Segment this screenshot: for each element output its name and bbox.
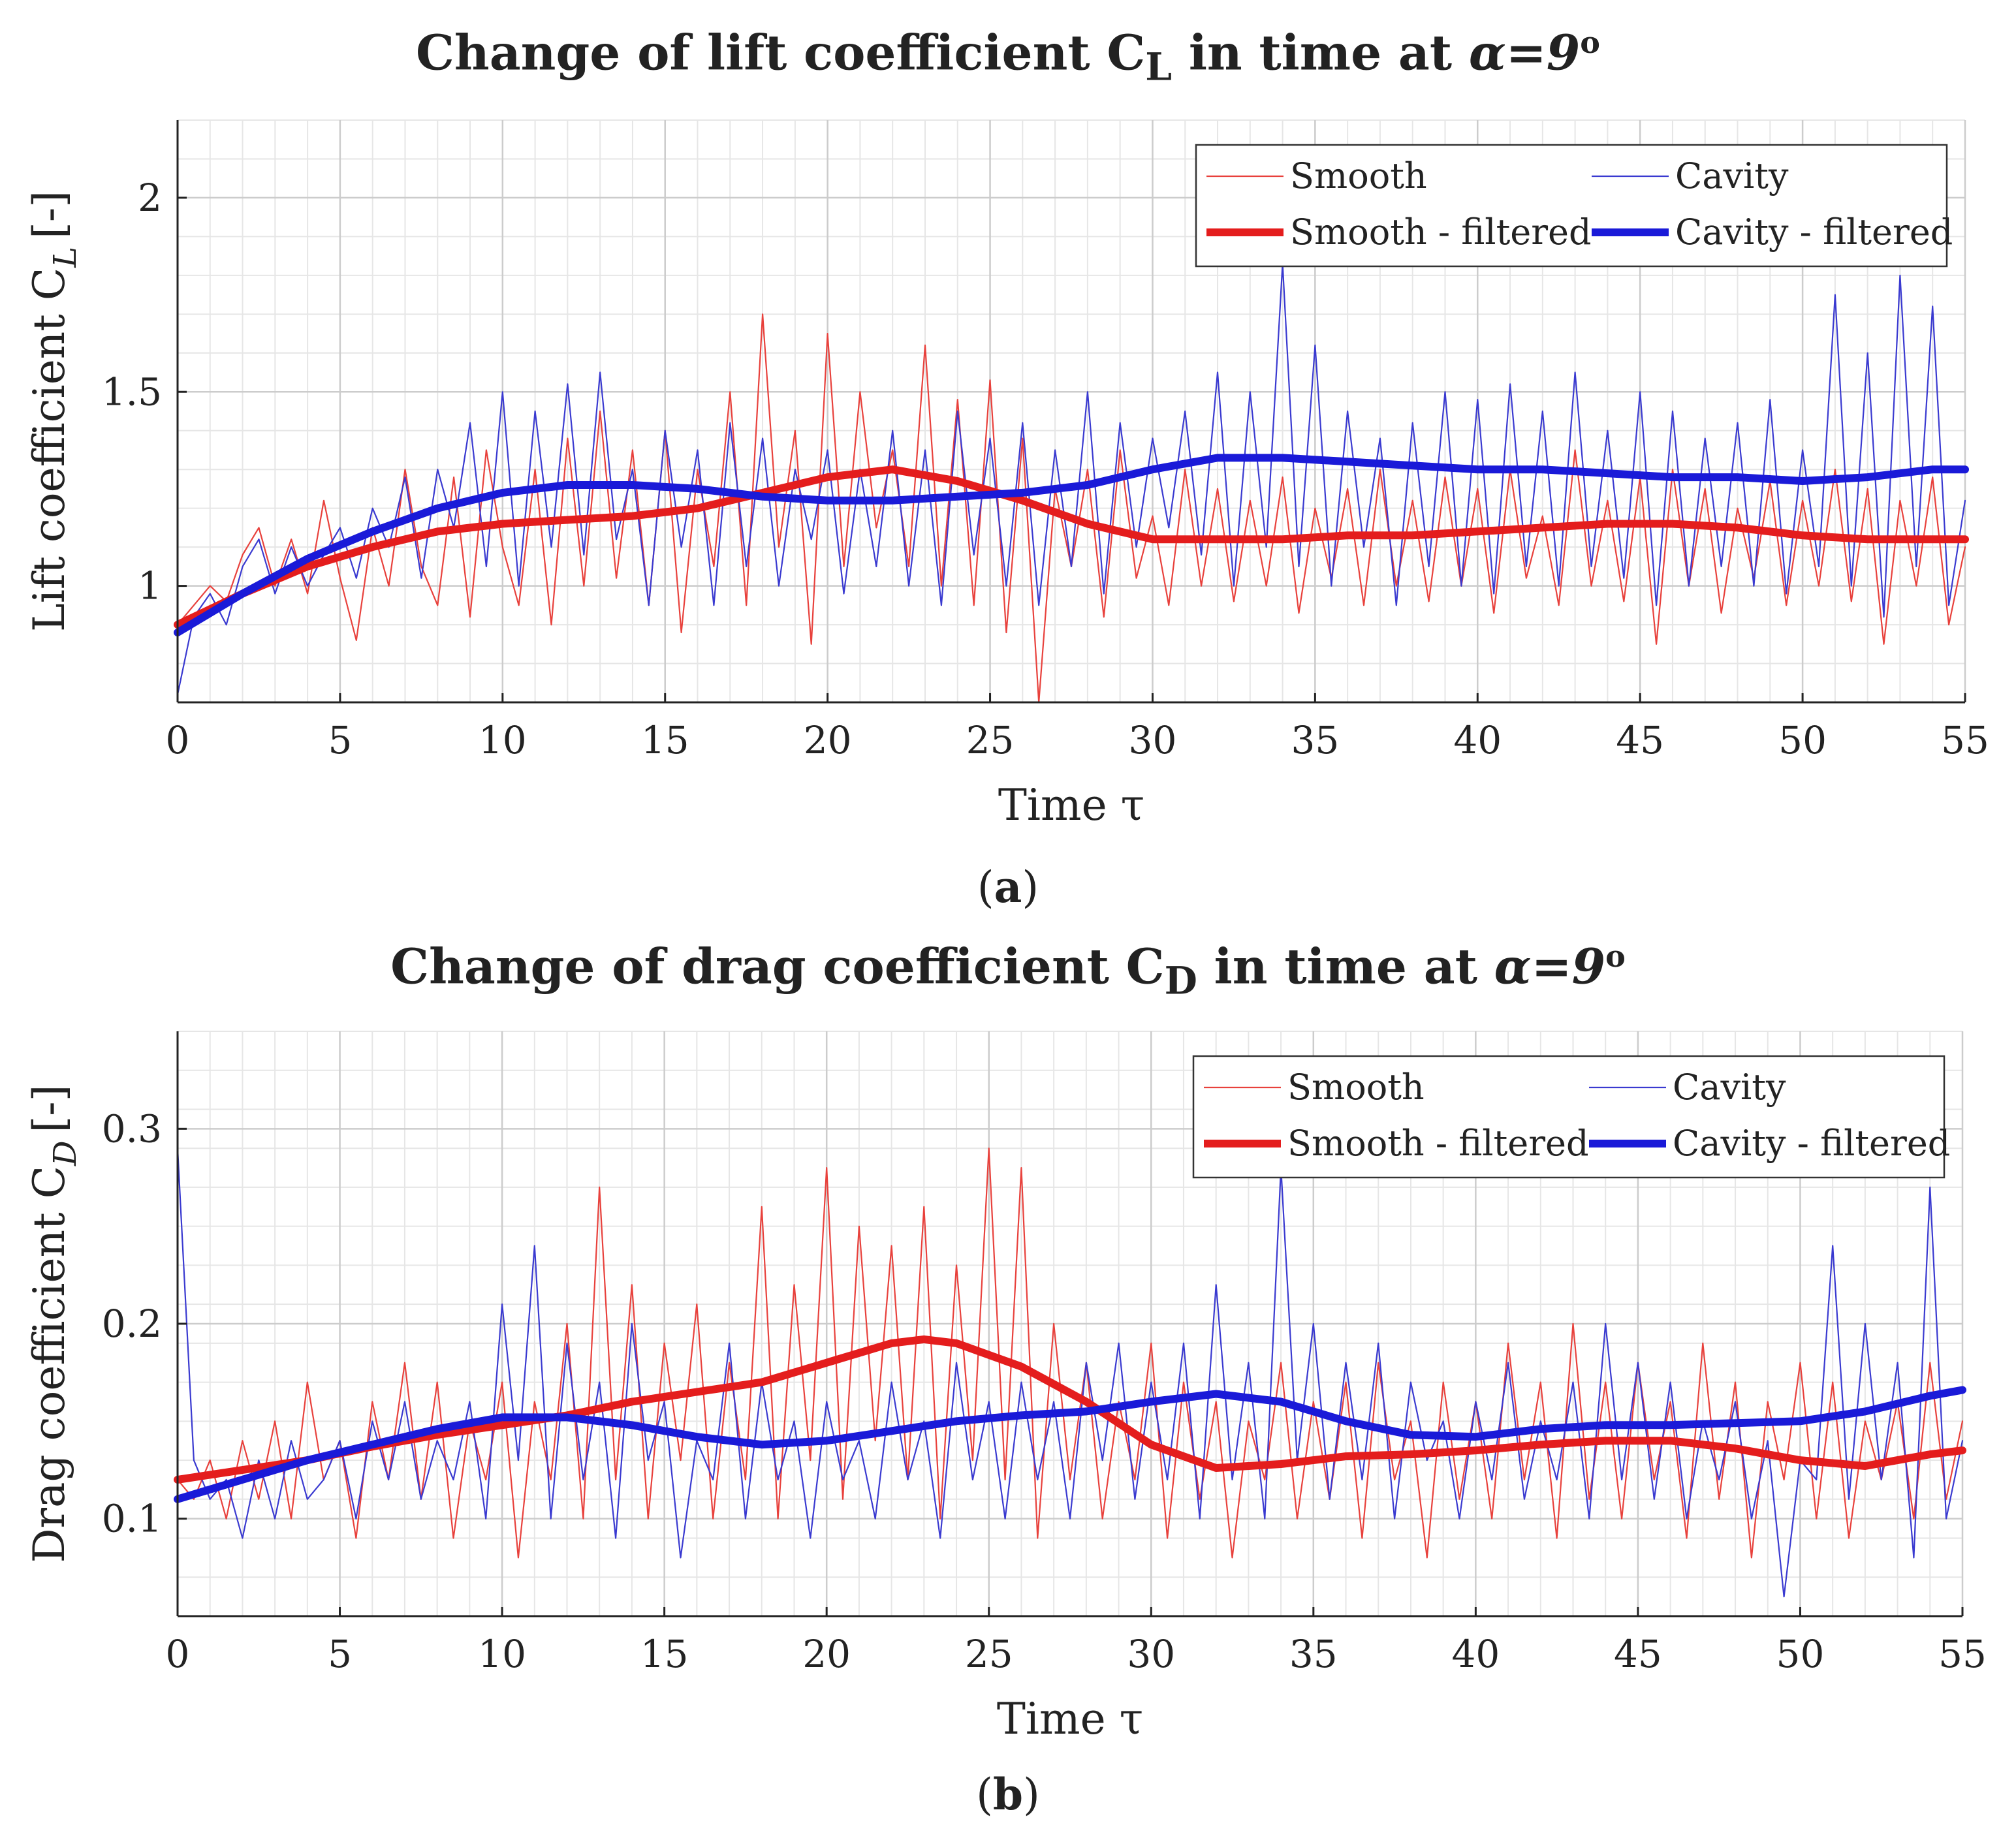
y-tick-label: 1.5 bbox=[102, 369, 162, 414]
x-tick-label: 20 bbox=[802, 1632, 851, 1676]
x-tick-label: 40 bbox=[1453, 718, 1502, 762]
y-axis-label: Drag coefficient CD[-] bbox=[24, 1085, 84, 1563]
series-line-smooth-filtered bbox=[174, 1335, 1966, 1484]
y-tick-label: 0.1 bbox=[102, 1497, 162, 1541]
x-tick-label: 25 bbox=[965, 1632, 1013, 1676]
x-tick-label: 55 bbox=[1941, 718, 1989, 762]
y-tick-label: 1 bbox=[138, 564, 162, 608]
legend-entry-label: Cavity bbox=[1675, 155, 1789, 196]
panel-label: (a) bbox=[977, 862, 1039, 913]
legend-box bbox=[1195, 144, 1948, 268]
legend-entry-label: Cavity bbox=[1673, 1067, 1786, 1108]
x-tick-label: 5 bbox=[328, 1632, 352, 1676]
legend-box bbox=[1192, 1055, 1945, 1179]
x-tick-label: 35 bbox=[1291, 718, 1339, 762]
chart-title: Change of lift coefficient CL in time at… bbox=[416, 25, 1600, 89]
x-tick-label: 15 bbox=[641, 718, 689, 762]
x-tick-label: 10 bbox=[478, 1632, 526, 1676]
series-line-cavity-filtered bbox=[174, 454, 1969, 636]
x-tick-label: 50 bbox=[1776, 1632, 1825, 1676]
series-group bbox=[174, 262, 1969, 704]
legend-entry-label: Smooth - filtered bbox=[1287, 1123, 1589, 1164]
x-tick-label: 40 bbox=[1451, 1632, 1500, 1676]
legend-entry-label: Cavity - filtered bbox=[1673, 1123, 1950, 1164]
x-tick-label: 45 bbox=[1614, 1632, 1662, 1676]
x-axis-label: Time τ bbox=[997, 1694, 1143, 1744]
legend-entry-label: Smooth bbox=[1290, 155, 1427, 196]
series-group bbox=[174, 1147, 1966, 1598]
x-tick-label: 0 bbox=[166, 718, 190, 762]
legend: Smooth Cavity Smooth - filtered Cavity - fi… bbox=[1192, 1055, 1950, 1179]
series-line-cavity-filtered bbox=[174, 1386, 1966, 1503]
y-tick-label: 2 bbox=[138, 176, 162, 220]
y-axis-label: Lift coefficient CL[-] bbox=[24, 191, 84, 632]
panel-label: (b) bbox=[976, 1769, 1040, 1820]
y-tick-label: 0.3 bbox=[102, 1106, 162, 1151]
x-tick-label: 5 bbox=[328, 718, 352, 762]
x-tick-label: 10 bbox=[479, 718, 527, 762]
chart-title: Change of drag coefficient CD in time at… bbox=[390, 939, 1626, 1003]
x-tick-label: 35 bbox=[1289, 1632, 1338, 1676]
x-tick-label: 25 bbox=[966, 718, 1015, 762]
drag-plot: 0 5 10 15 20 25 30 35 40 45 50 55 0.1 0.2 0.3 Time τ Dra… bbox=[24, 1031, 1987, 1744]
x-tick-label: 15 bbox=[640, 1632, 689, 1676]
series-line-smooth-filtered bbox=[174, 465, 1969, 629]
legend-entry-label: Smooth bbox=[1287, 1067, 1425, 1108]
y-tick-label: 0.2 bbox=[102, 1302, 162, 1346]
lift-plot: 0 5 10 15 20 25 30 35 40 45 50 55 1 1.5 2 Time τ Lift co… bbox=[24, 119, 1989, 830]
chart-panel-drag: Change of drag coefficient CD in time at… bbox=[0, 914, 2016, 1820]
x-tick-label: 0 bbox=[166, 1632, 190, 1676]
x-tick-label: 30 bbox=[1127, 1632, 1175, 1676]
x-axis-label: Time τ bbox=[998, 780, 1144, 830]
legend-entry-label: Cavity - filtered bbox=[1675, 211, 1953, 253]
x-tick-label: 45 bbox=[1616, 718, 1664, 762]
x-tick-label: 30 bbox=[1129, 718, 1177, 762]
x-tick-label: 55 bbox=[1938, 1632, 1987, 1676]
x-tick-label: 50 bbox=[1778, 718, 1827, 762]
chart-panel-lift: Change of lift coefficient CL in time at… bbox=[0, 0, 2016, 913]
legend-entry-label: Smooth - filtered bbox=[1290, 211, 1592, 253]
x-tick-label: 20 bbox=[804, 718, 852, 762]
legend: Smooth Cavity Smooth - filtered Cavity - fi… bbox=[1195, 144, 1953, 268]
